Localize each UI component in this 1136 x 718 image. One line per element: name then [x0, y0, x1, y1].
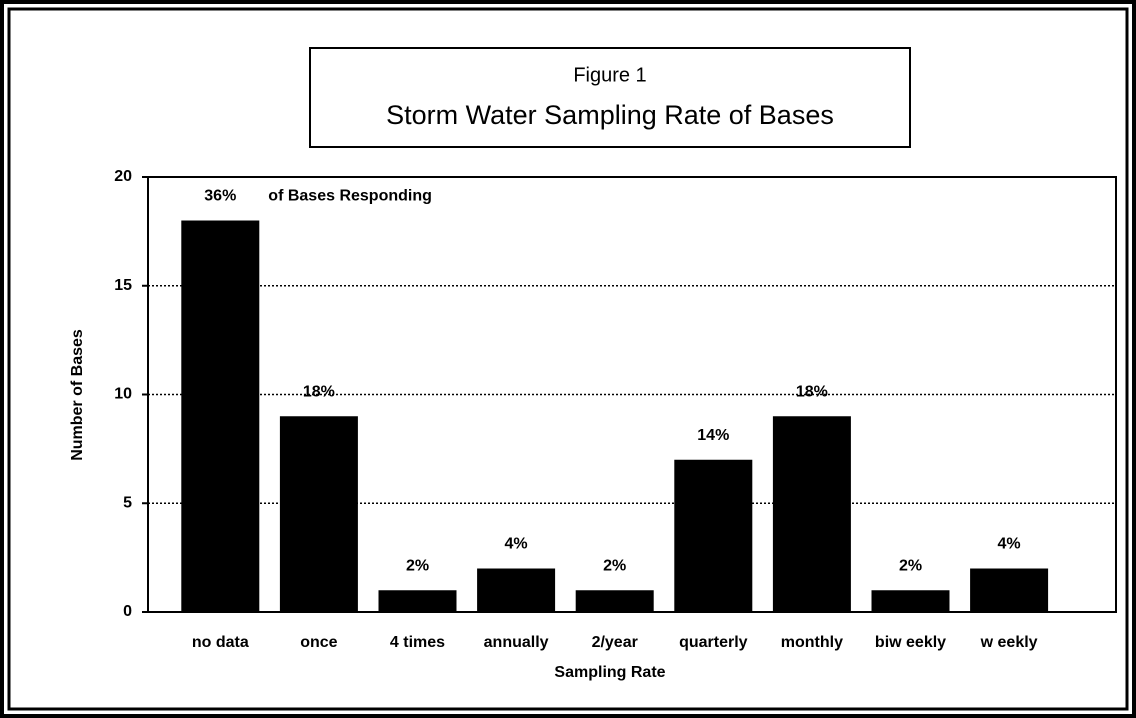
y-tick-label: 0: [123, 603, 132, 620]
x-tick-label: once: [300, 634, 337, 651]
title-box: [309, 47, 911, 148]
bar: [871, 590, 950, 612]
bar: [575, 590, 654, 612]
y-tick-label: 5: [123, 494, 132, 511]
x-tick-label: w eekly: [980, 634, 1038, 651]
chart-title: Figure 1: [573, 64, 646, 86]
bar: [970, 568, 1049, 612]
x-tick-label: quarterly: [679, 634, 748, 651]
percent-label: 36%: [204, 188, 236, 205]
bar: [772, 416, 851, 612]
percent-label: 2%: [406, 557, 429, 574]
percent-label: 2%: [603, 557, 626, 574]
x-tick-label: annually: [484, 634, 549, 651]
inner-frame: [7, 7, 1129, 711]
x-tick-label: monthly: [781, 634, 843, 651]
percent-label: 4%: [998, 536, 1021, 553]
x-axis-title: Sampling Rate: [554, 664, 665, 681]
percent-label: 4%: [505, 536, 528, 553]
x-tick-label: no data: [192, 634, 249, 651]
annotation: of Bases Responding: [268, 188, 432, 205]
x-tick-label: biw eekly: [875, 634, 946, 651]
bar: [279, 416, 358, 612]
x-tick-label: 2/year: [592, 634, 638, 651]
percent-label: 14%: [697, 427, 729, 444]
bar: [674, 459, 753, 612]
y-axis-title: Number of Bases: [69, 329, 86, 461]
y-tick-label: 15: [114, 277, 132, 294]
x-tick-label: 4 times: [390, 634, 445, 651]
bar: [477, 568, 556, 612]
percent-label: 18%: [796, 383, 828, 400]
percent-label: 18%: [303, 383, 335, 400]
percent-label: 2%: [899, 557, 922, 574]
y-tick-label: 20: [114, 168, 132, 185]
bar: [181, 220, 260, 612]
bar: [378, 590, 457, 612]
chart-subtitle: Storm Water Sampling Rate of Bases: [386, 100, 834, 130]
y-tick-label: 10: [114, 386, 132, 403]
